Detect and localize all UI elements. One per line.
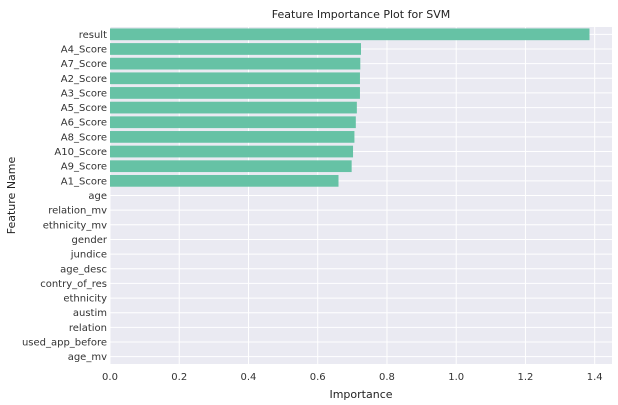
bars bbox=[110, 28, 590, 187]
y-tick-label: result bbox=[79, 30, 107, 41]
y-tick-label: gender bbox=[72, 235, 108, 246]
x-tick-label: 0.6 bbox=[310, 372, 326, 383]
y-tick-label: A4_Score bbox=[61, 44, 107, 55]
bar-A2_Score bbox=[110, 72, 360, 85]
y-tick-label: ethnicity_mv bbox=[43, 220, 107, 231]
y-tick-label: A7_Score bbox=[61, 59, 107, 70]
x-tick-label: 0.2 bbox=[171, 372, 187, 383]
y-tick-label: relation_mv bbox=[48, 206, 107, 217]
bar-A9_Score bbox=[110, 160, 352, 173]
y-tick-label: A2_Score bbox=[61, 74, 107, 85]
bar-A7_Score bbox=[110, 57, 361, 70]
bar-A1_Score bbox=[110, 174, 339, 187]
y-axis-label: Feature Name bbox=[5, 157, 18, 235]
bar-A4_Score bbox=[110, 43, 361, 55]
y-tick-label: A9_Score bbox=[61, 162, 107, 173]
y-tick-label: ethnicity bbox=[63, 294, 107, 305]
x-axis-label: Importance bbox=[329, 388, 392, 401]
y-tick-labels: result A4_Score A7_Score A2_Score A3_Score A5… bbox=[22, 30, 108, 363]
x-tick-label: 1.0 bbox=[448, 372, 464, 383]
y-tick-label: A5_Score bbox=[61, 103, 107, 114]
x-tick-label: 0.8 bbox=[379, 372, 395, 383]
x-tick-label: 0.0 bbox=[102, 372, 118, 383]
y-tick-label: A10_Score bbox=[54, 147, 107, 158]
x-tick-label: 1.2 bbox=[517, 372, 533, 383]
y-tick-label: contry_of_res bbox=[40, 279, 107, 290]
y-tick-label: age_desc bbox=[60, 264, 107, 275]
y-tick-label: A6_Score bbox=[61, 118, 107, 129]
x-tick-labels: 0.0 0.2 0.4 0.6 0.8 1.0 1.2 1.4 bbox=[102, 372, 603, 383]
y-tick-label: relation bbox=[69, 323, 107, 334]
bar-A8_Score bbox=[110, 131, 355, 143]
x-tick-label: 0.4 bbox=[241, 372, 257, 383]
y-tick-label: A3_Score bbox=[61, 88, 107, 99]
bar-A3_Score bbox=[110, 87, 360, 99]
y-tick-label: age bbox=[88, 191, 107, 202]
y-tick-label: A1_Score bbox=[61, 176, 107, 187]
bar-result bbox=[110, 28, 590, 41]
bar-A10_Score bbox=[110, 145, 354, 158]
y-tick-label: austim bbox=[73, 308, 107, 319]
y-tick-label: used_app_before bbox=[22, 338, 107, 349]
y-tick-label: jundice bbox=[70, 250, 107, 261]
chart-title: Feature Importance Plot for SVM bbox=[272, 8, 450, 21]
bar-A6_Score bbox=[110, 116, 356, 129]
bar-A5_Score bbox=[110, 101, 357, 114]
y-tick-label: age_mv bbox=[68, 352, 107, 363]
x-tick-label: 1.4 bbox=[587, 372, 603, 383]
y-tick-label: A8_Score bbox=[61, 132, 107, 143]
